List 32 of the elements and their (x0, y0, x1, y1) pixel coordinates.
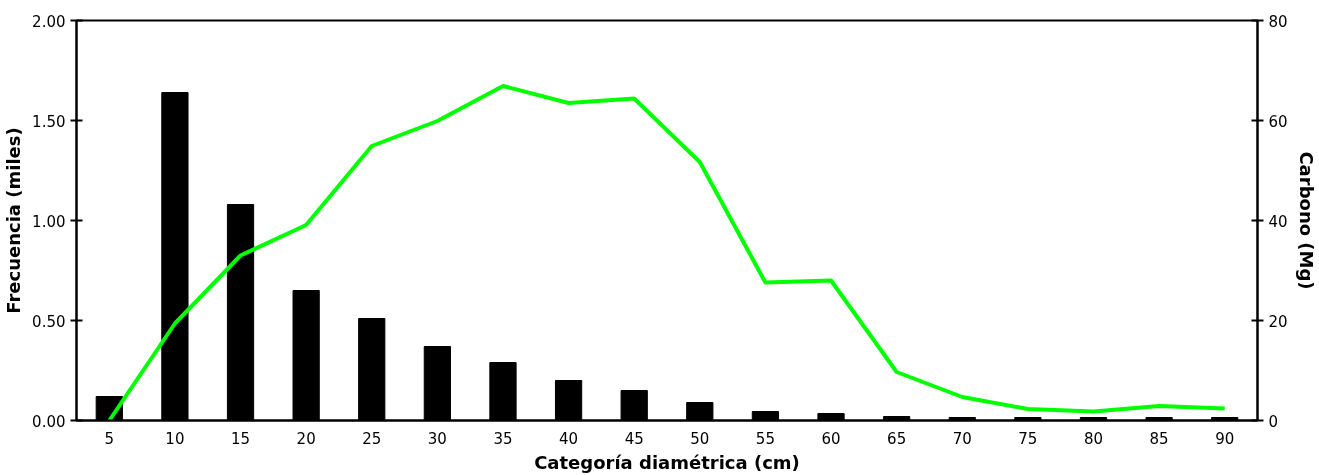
x-tick-label: 55 (755, 429, 775, 448)
line-series (107, 84, 1227, 421)
y2-tick-label: 40 (1268, 212, 1288, 231)
x-tick-label: 5 (104, 429, 115, 448)
y2-tick-label: 80 (1268, 12, 1288, 31)
x-tick-label: 40 (559, 429, 579, 448)
y2-tick-label: 0 (1268, 412, 1279, 431)
x-tick-label: 70 (952, 429, 972, 448)
y-tick-label: 0.50 (32, 312, 66, 331)
x-tick-label: 35 (493, 429, 513, 448)
x-tick-label: 90 (1215, 429, 1235, 448)
x-tick-label: 85 (1149, 429, 1169, 448)
y2-tick-label: 20 (1268, 312, 1288, 331)
x-axis-title: Categoría diamétrica (cm) (534, 451, 800, 473)
x-tick-label: 75 (1018, 429, 1038, 448)
y-tick-label: 1.50 (32, 112, 66, 131)
x-tick-label: 50 (690, 429, 710, 448)
x-tick-label: 45 (624, 429, 644, 448)
y-tick-label: 2.00 (32, 12, 66, 31)
x-tick-label: 80 (1083, 429, 1104, 448)
y-axis-title: Frecuencia (miles) (3, 127, 25, 314)
x-tick-label: 10 (165, 429, 185, 448)
y-tick-label: 0.00 (32, 412, 66, 431)
x-tick-label: 30 (427, 429, 447, 448)
x-tick-label: 25 (362, 429, 382, 448)
y2-axis-title: Carbono (Mg) (1295, 151, 1317, 290)
y-tick-label: 1.00 (32, 212, 66, 231)
y2-tick-label: 60 (1268, 112, 1288, 131)
x-tick-label: 65 (887, 429, 907, 448)
x-tick-label: 60 (821, 429, 841, 448)
x-tick-label: 15 (230, 429, 251, 448)
x-tick-label: 20 (296, 429, 316, 448)
